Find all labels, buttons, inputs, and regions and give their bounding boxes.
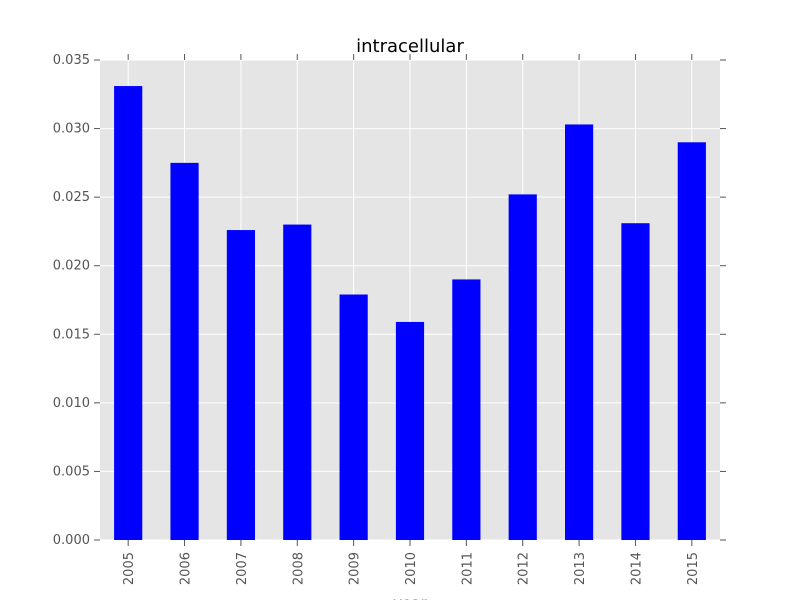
x-tick-label: 2012 bbox=[517, 552, 532, 585]
x-tick-label: 2008 bbox=[291, 552, 306, 585]
bars bbox=[114, 86, 706, 541]
x-tick-label: 2011 bbox=[460, 552, 475, 585]
bar-2005 bbox=[114, 86, 143, 541]
bar-2006 bbox=[170, 162, 199, 540]
y-tick-label: 0.000 bbox=[53, 533, 90, 548]
y-tick-label: 0.020 bbox=[53, 259, 90, 274]
bar-2009 bbox=[339, 294, 368, 540]
x-tick-label: 2013 bbox=[573, 552, 588, 585]
y-tick-label: 0.015 bbox=[53, 327, 90, 342]
bar-2013 bbox=[565, 124, 594, 540]
x-tick-label: 2010 bbox=[404, 552, 419, 585]
x-axis-label: year bbox=[393, 594, 427, 600]
y-tick-label: 0.035 bbox=[53, 53, 90, 68]
bar-2011 bbox=[452, 279, 481, 540]
x-tick-label: 2005 bbox=[122, 552, 137, 585]
bar-2012 bbox=[508, 194, 537, 540]
x-tick-label: 2014 bbox=[629, 552, 644, 585]
y-tick-label: 0.025 bbox=[53, 190, 90, 205]
y-tick-label: 0.005 bbox=[53, 464, 90, 479]
x-tick-label: 2015 bbox=[686, 552, 701, 585]
bar-2014 bbox=[621, 223, 650, 540]
chart-title: intracellular bbox=[356, 36, 464, 57]
x-tick-label: 2006 bbox=[179, 552, 194, 585]
y-tick-label: 0.030 bbox=[53, 122, 90, 137]
bar-2010 bbox=[395, 321, 425, 540]
y-tick-label: 0.010 bbox=[53, 396, 90, 411]
axis-ticks: 0.000 0.005 0.010 0.015 0.020 0.025 0.030 0.035… bbox=[53, 53, 726, 585]
x-tick-label: 2007 bbox=[235, 552, 250, 585]
bar-2007 bbox=[226, 230, 255, 541]
x-tick-label: 2009 bbox=[348, 552, 363, 585]
bar-2015 bbox=[677, 142, 706, 541]
bar-2008 bbox=[283, 224, 312, 541]
